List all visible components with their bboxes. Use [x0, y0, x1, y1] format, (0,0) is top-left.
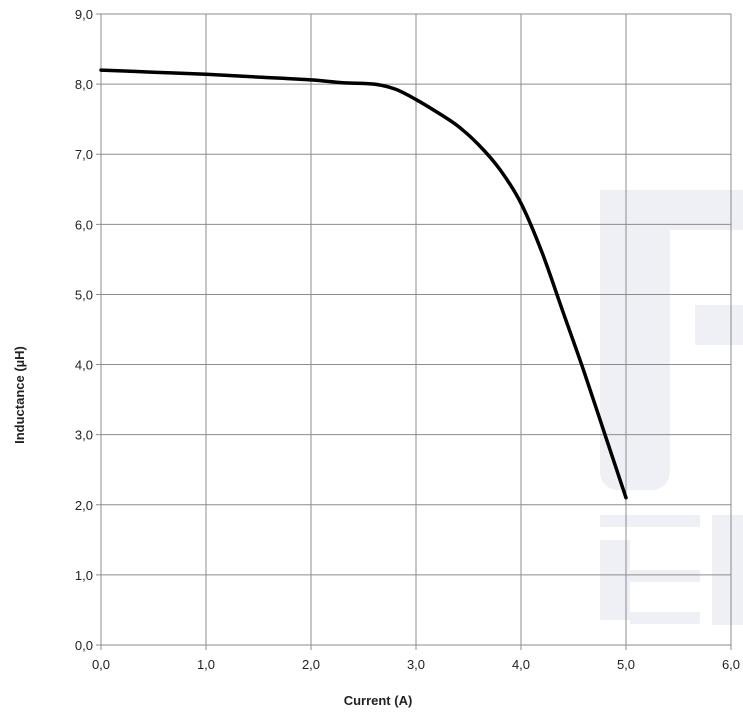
x-tick-label: 2,0 [302, 657, 320, 672]
y-tick-label: 7,0 [75, 147, 93, 162]
gridlines [96, 13, 732, 650]
x-tick-label: 3,0 [407, 657, 425, 672]
y-tick-label: 6,0 [75, 217, 93, 232]
plot-frame [100, 13, 732, 646]
x-tick-label: 0,0 [92, 657, 110, 672]
y-tick-label: 0,0 [75, 638, 93, 653]
x-tick-label: 4,0 [512, 657, 530, 672]
x-tick-label: 5,0 [617, 657, 635, 672]
y-axis-title: Inductance (µH) [12, 346, 27, 444]
x-tick-label: 1,0 [197, 657, 215, 672]
x-tick-labels: 0,0 1,0 2,0 3,0 4,0 5,0 6,0 [92, 657, 740, 672]
y-tick-labels: 0,0 1,0 2,0 3,0 4,0 5,0 6,0 7,0 8,0 9,0 [75, 7, 93, 653]
x-axis-title: Current (A) [344, 693, 413, 708]
y-tick-label: 3,0 [75, 428, 93, 443]
y-tick-label: 1,0 [75, 568, 93, 583]
x-tick-label: 6,0 [722, 657, 740, 672]
y-tick-label: 2,0 [75, 498, 93, 513]
watermark [600, 190, 743, 625]
y-tick-label: 8,0 [75, 77, 93, 92]
y-tick-label: 5,0 [75, 287, 93, 302]
y-tick-label: 4,0 [75, 358, 93, 373]
y-tick-label: 9,0 [75, 7, 93, 22]
series-line [99, 68, 628, 500]
